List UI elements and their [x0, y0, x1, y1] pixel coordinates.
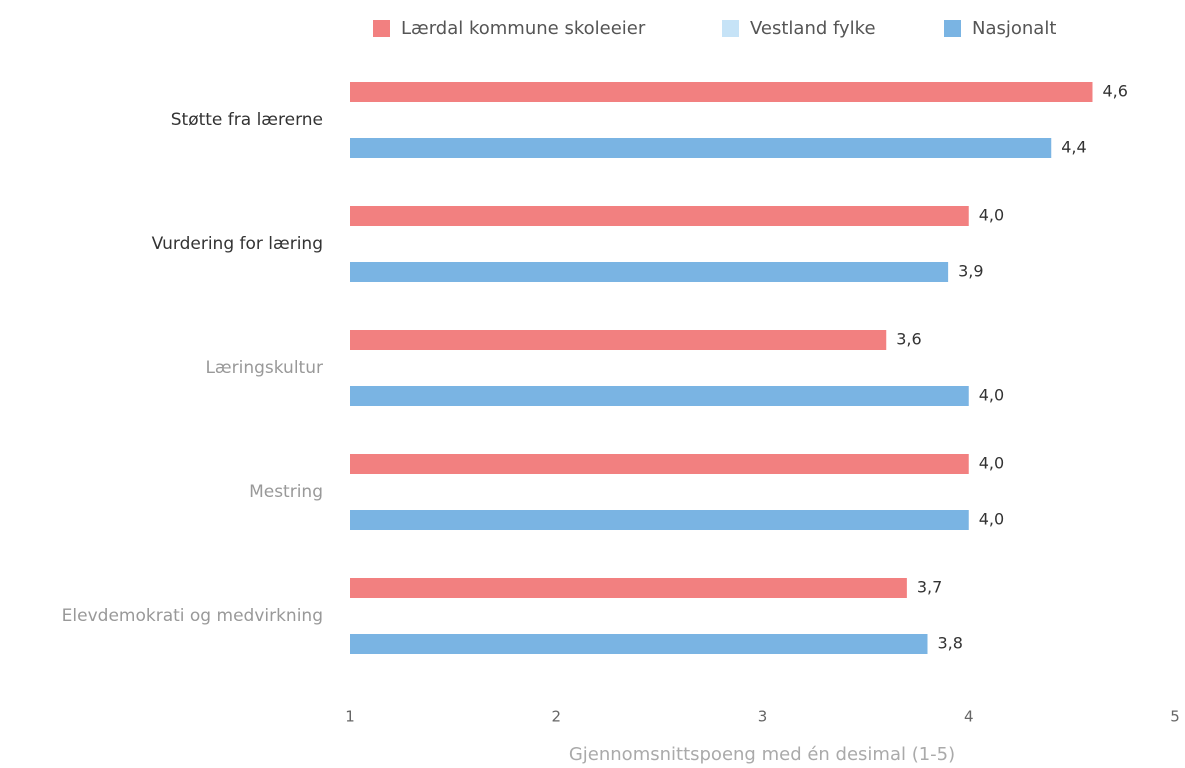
bar — [350, 454, 969, 474]
data-label: 4,0 — [979, 454, 1004, 473]
bar — [350, 386, 969, 406]
data-label: 4,0 — [979, 386, 1004, 405]
category-label: Læringskultur — [205, 358, 323, 378]
legend-swatch — [373, 20, 390, 37]
data-label: 4,6 — [1103, 82, 1128, 101]
legend-label: Nasjonalt — [972, 18, 1056, 39]
data-label: 4,4 — [1061, 138, 1086, 157]
category-label: Støtte fra lærerne — [171, 110, 323, 130]
legend-swatch — [944, 20, 961, 37]
x-axis-title: Gjennomsnittspoeng med én desimal (1-5) — [569, 744, 955, 765]
x-tick-label: 2 — [551, 708, 561, 726]
category-label: Elevdemokrati og medvirkning — [62, 606, 323, 626]
x-tick-label: 4 — [964, 708, 974, 726]
bar — [350, 578, 907, 598]
category-label: Mestring — [249, 482, 323, 502]
x-tick-label: 5 — [1170, 708, 1180, 726]
data-label: 4,0 — [979, 510, 1004, 529]
bar — [350, 634, 928, 654]
legend-label: Vestland fylke — [750, 18, 876, 39]
legend-label: Lærdal kommune skoleeier — [401, 18, 646, 39]
bar — [350, 510, 969, 530]
x-tick-label: 1 — [345, 708, 355, 726]
bar — [350, 206, 969, 226]
category-label: Vurdering for læring — [152, 234, 323, 254]
data-label: 3,8 — [938, 634, 963, 653]
bar — [350, 138, 1052, 158]
x-tick-label: 3 — [758, 708, 768, 726]
data-label: 3,9 — [958, 262, 983, 281]
bar — [350, 330, 887, 350]
bar — [350, 82, 1093, 102]
bar — [350, 262, 949, 282]
data-label: 3,7 — [917, 578, 942, 597]
legend-swatch — [722, 20, 739, 37]
data-label: 4,0 — [979, 206, 1004, 225]
data-label: 3,6 — [896, 330, 921, 349]
